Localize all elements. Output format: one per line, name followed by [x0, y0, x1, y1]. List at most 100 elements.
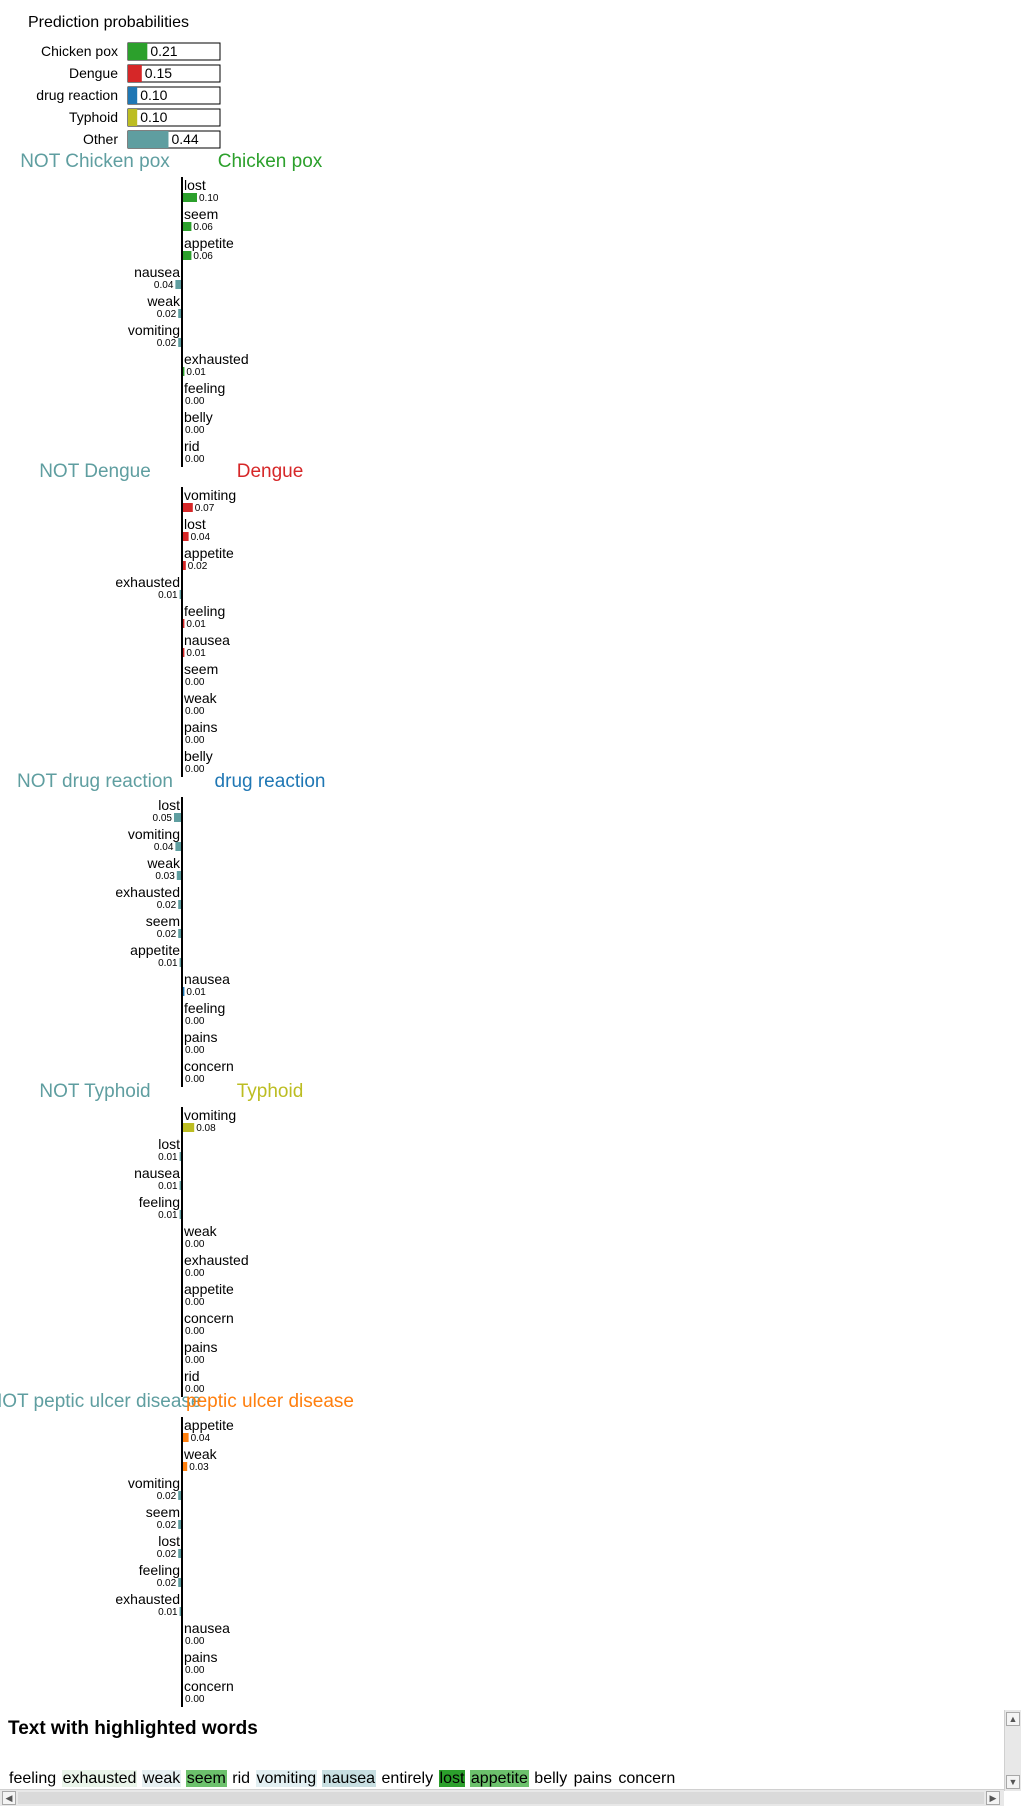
highlighted-word: exhausted — [61, 1770, 138, 1787]
highlighted-text: feeling exhausted weak seem rid vomiting… — [8, 1770, 677, 1788]
proba-class-name: drug reaction — [36, 87, 118, 103]
feature-word: pains — [184, 719, 217, 735]
feature-weight: 0.01 — [186, 648, 206, 659]
class-label: Dengue — [237, 461, 304, 482]
feature-word: weak — [183, 1446, 218, 1462]
feature-word: seem — [146, 913, 180, 929]
prediction-probabilities-title: Prediction probabilities — [28, 14, 189, 31]
feature-bar — [183, 561, 186, 570]
scroll-down-button[interactable]: ▼ — [1006, 1775, 1020, 1789]
proba-bar — [128, 131, 169, 148]
proba-class-name: Chicken pox — [41, 43, 118, 59]
feature-bar — [183, 193, 197, 202]
feature-weight: 0.06 — [193, 251, 213, 262]
feature-word: vomiting — [128, 826, 180, 842]
feature-word: exhausted — [115, 1591, 180, 1607]
feature-bar — [183, 532, 189, 541]
feature-word: weak — [146, 855, 181, 871]
highlighted-word: pains — [572, 1770, 613, 1787]
not-class-label: NOT Typhoid — [39, 1081, 150, 1102]
feature-word: exhausted — [184, 1252, 249, 1268]
class-label: Typhoid — [237, 1081, 304, 1102]
feature-bar — [178, 1491, 181, 1500]
feature-bar — [179, 1181, 181, 1190]
feature-weight: 0.02 — [157, 338, 177, 349]
proba-bar — [128, 65, 142, 82]
feature-word: exhausted — [115, 574, 180, 590]
feature-bar — [183, 1462, 188, 1471]
feature-weight: 0.00 — [185, 677, 205, 688]
feature-word: weak — [183, 1223, 218, 1239]
feature-word: appetite — [184, 1417, 234, 1433]
feature-word: feeling — [184, 380, 225, 396]
feature-word: lost — [184, 177, 206, 193]
feature-weight: 0.00 — [185, 1636, 205, 1647]
proba-value: 0.10 — [140, 87, 167, 103]
feature-word: concern — [184, 1058, 234, 1074]
feature-weight: 0.04 — [191, 1433, 211, 1444]
feature-bar — [183, 619, 185, 628]
feature-bar — [183, 1433, 189, 1442]
proba-class-name: Typhoid — [69, 109, 118, 125]
feature-word: appetite — [184, 1281, 234, 1297]
feature-weight: 0.00 — [185, 1326, 205, 1337]
highlighted-word: concern — [617, 1770, 677, 1787]
feature-bar — [178, 929, 181, 938]
feature-word: rid — [184, 438, 200, 454]
proba-value: 0.21 — [150, 43, 177, 59]
feature-weight: 0.02 — [188, 561, 208, 572]
feature-word: weak — [183, 690, 218, 706]
feature-weight: 0.02 — [157, 900, 177, 911]
feature-word: concern — [184, 1678, 234, 1694]
highlighted-word: lost — [438, 1770, 466, 1787]
highlighted-word: feeling — [8, 1770, 58, 1787]
feature-weight: 0.01 — [158, 958, 178, 969]
proba-class-name: Dengue — [69, 65, 118, 81]
feature-weight: 0.01 — [158, 1152, 178, 1163]
horizontal-scroll-thumb[interactable] — [18, 1792, 984, 1804]
feature-bar — [178, 900, 181, 909]
feature-word: belly — [184, 748, 213, 764]
scroll-right-button[interactable]: ▶ — [986, 1791, 1000, 1805]
feature-weight: 0.02 — [157, 1491, 177, 1502]
explanation-chicken-pox: NOT Chicken pox Chicken poxlost0.10seem0.… — [20, 151, 323, 467]
feature-word: vomiting — [184, 487, 236, 503]
feature-word: pains — [184, 1649, 217, 1665]
feature-weight: 0.00 — [185, 1665, 205, 1676]
feature-bar — [175, 842, 181, 851]
feature-word: feeling — [139, 1194, 180, 1210]
feature-weight: 0.02 — [157, 1549, 177, 1560]
feature-weight: 0.00 — [185, 706, 205, 717]
feature-bar — [183, 367, 185, 376]
feature-word: nausea — [134, 264, 180, 280]
horizontal-scrollbar[interactable]: ◀ ▶ — [0, 1789, 1004, 1806]
feature-bar — [183, 987, 185, 996]
feature-weight: 0.04 — [154, 842, 174, 853]
feature-bar — [183, 251, 192, 260]
feature-bar — [179, 1152, 181, 1161]
vertical-scrollbar[interactable]: ▲ ▼ — [1004, 1710, 1021, 1791]
feature-weight: 0.00 — [185, 425, 205, 436]
feature-word: rid — [184, 1368, 200, 1384]
proba-value: 0.44 — [171, 131, 198, 147]
feature-word: nausea — [134, 1165, 180, 1181]
feature-weight: 0.00 — [185, 735, 205, 746]
highlighted-word: appetite — [469, 1770, 529, 1787]
feature-weight: 0.01 — [186, 987, 206, 998]
proba-bar — [128, 109, 138, 126]
feature-weight: 0.04 — [191, 532, 211, 543]
feature-weight: 0.03 — [189, 1462, 209, 1473]
highlighted-word: entirely — [380, 1770, 435, 1787]
highlighted-word: vomiting — [255, 1770, 318, 1787]
scroll-up-button[interactable]: ▲ — [1006, 1712, 1020, 1726]
proba-bar — [128, 43, 148, 60]
scroll-left-button[interactable]: ◀ — [2, 1791, 16, 1805]
feature-word: vomiting — [184, 1107, 236, 1123]
highlighted-word: rid — [231, 1770, 252, 1787]
feature-weight: 0.00 — [185, 764, 205, 775]
feature-word: nausea — [184, 632, 230, 648]
feature-weight: 0.00 — [185, 396, 205, 407]
feature-word: belly — [184, 409, 213, 425]
highlighted-word: belly — [533, 1770, 569, 1787]
feature-weight: 0.00 — [185, 1355, 205, 1366]
